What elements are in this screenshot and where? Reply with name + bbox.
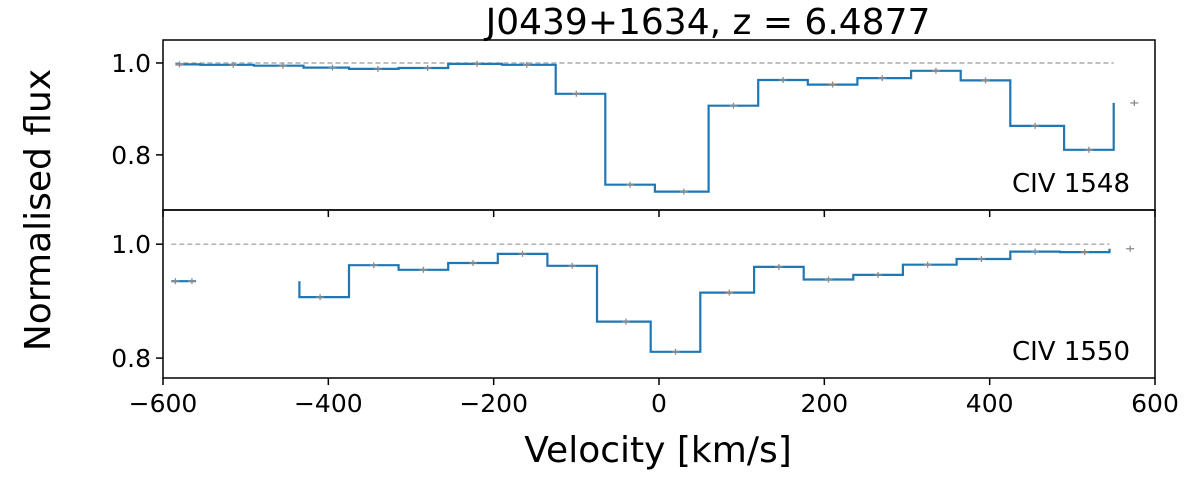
data-point	[1031, 248, 1040, 255]
data-point	[828, 81, 837, 88]
data-point	[568, 262, 577, 269]
data-point	[621, 318, 630, 325]
data-point	[373, 65, 382, 72]
data-point	[923, 261, 932, 268]
x-tick-label: 200	[800, 389, 848, 418]
y-tick-label: 1.0	[111, 49, 151, 78]
panel-2: 0.8 1.0 CIV 1550	[111, 209, 1156, 379]
data-point	[473, 60, 482, 67]
data-point	[175, 61, 184, 68]
data-point	[1126, 245, 1135, 252]
x-tick-label: 0	[651, 389, 667, 418]
data-point	[187, 278, 196, 285]
panel-label: CIV 1548	[1012, 169, 1130, 199]
data-point	[423, 65, 432, 72]
data-point	[572, 90, 581, 97]
x-tick-label: −600	[129, 389, 198, 418]
data-point	[369, 262, 378, 269]
chart-title: J0439+1634, z = 6.4877	[484, 2, 931, 43]
x-axis: −600 −400 −200 0 200 400 600	[129, 210, 1179, 418]
data-point	[878, 75, 887, 82]
data-point	[931, 67, 940, 74]
data-point	[774, 263, 783, 270]
panel-frame	[162, 39, 1156, 211]
data-point	[1084, 146, 1093, 153]
y-axis-label: Normalised flux	[18, 69, 59, 351]
data-point	[229, 61, 238, 68]
y-tick-label: 0.8	[111, 344, 151, 373]
data-point	[1080, 249, 1089, 256]
x-tick-label: −200	[459, 389, 528, 418]
data-point	[671, 348, 680, 355]
data-point	[874, 271, 883, 278]
data-point	[779, 76, 787, 83]
data-point	[522, 61, 531, 68]
data-point	[981, 77, 990, 84]
x-tick-label: 600	[1131, 389, 1179, 418]
data-point	[1130, 99, 1139, 106]
flux-step-line	[171, 248, 1111, 353]
data-point	[679, 188, 688, 195]
flux-step-line	[175, 62, 1115, 193]
data-point	[729, 102, 738, 109]
data-point	[518, 250, 527, 257]
y-tick-label: 0.8	[111, 141, 151, 170]
data-point	[316, 294, 325, 301]
panel-1: 0.8 1.0 CIV 1548	[111, 39, 1156, 211]
x-tick-label: 400	[966, 389, 1014, 418]
data-point	[824, 276, 833, 283]
data-point	[1031, 122, 1040, 129]
data-point	[725, 289, 734, 296]
x-tick-label: −400	[294, 389, 363, 418]
data-point	[419, 266, 428, 273]
data-point	[977, 255, 986, 262]
x-axis-label: Velocity [km/s]	[524, 430, 792, 471]
plot-area: 0.8 1.0 CIV 1548 0.8 1.0 CIV 1550 −600 −400 −200…	[111, 39, 1179, 418]
data-point	[328, 64, 337, 71]
y-tick-label: 1.0	[111, 230, 151, 259]
data-point	[171, 278, 180, 285]
data-point	[626, 181, 635, 188]
data-point	[469, 259, 477, 266]
panel-label: CIV 1550	[1012, 337, 1130, 367]
data-point	[278, 62, 287, 69]
